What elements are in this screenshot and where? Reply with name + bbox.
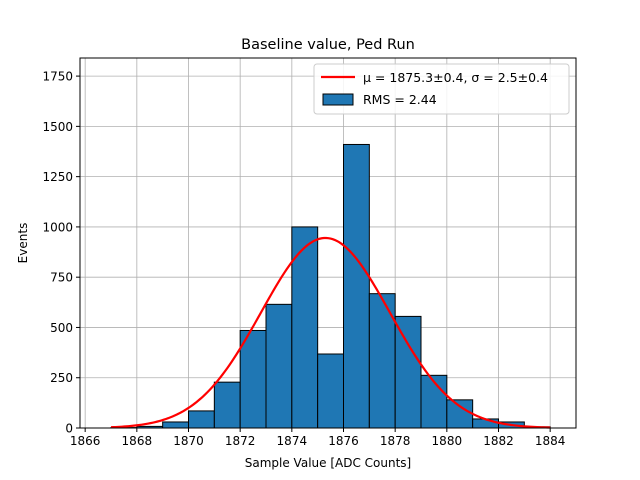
x-tick-label: 1876 xyxy=(328,434,359,448)
y-axis-label: Events xyxy=(16,223,30,264)
histogram-bar xyxy=(162,421,190,429)
y-tick-label: 1000 xyxy=(42,220,73,234)
y-tick-label: 1750 xyxy=(42,70,73,84)
x-tick-label: 1868 xyxy=(122,434,153,448)
y-tick-label: 750 xyxy=(50,271,73,285)
y-tick-label: 250 xyxy=(50,371,73,385)
histogram-bar xyxy=(291,226,319,429)
x-tick-label: 1874 xyxy=(277,434,308,448)
histogram-bar xyxy=(394,315,422,429)
histogram-bars xyxy=(110,143,551,429)
y-axis-ticks: 0 250 500 750 1000 1250 1500 1750 xyxy=(42,70,80,436)
histogram-bar xyxy=(446,399,474,429)
y-tick-label: 1500 xyxy=(42,120,73,134)
legend-hist-swatch xyxy=(322,93,354,106)
legend-fit-label: μ = 1875.3±0.4, σ = 2.5±0.4 xyxy=(363,70,548,85)
gaussian-fit-curve xyxy=(110,236,551,429)
x-tick-label: 1884 xyxy=(535,434,566,448)
x-tick-label: 1878 xyxy=(380,434,411,448)
y-tick-label: 1250 xyxy=(42,170,73,184)
plot-frame xyxy=(79,57,577,429)
x-axis-label: Sample Value [ADC Counts] xyxy=(245,456,411,470)
histogram-bar xyxy=(239,329,267,429)
histogram-bar xyxy=(343,143,370,429)
x-tick-label: 1882 xyxy=(483,434,514,448)
histogram-bar xyxy=(265,303,293,429)
legend-hist-label: RMS = 2.44 xyxy=(363,92,437,107)
x-axis-ticks: 1866 1868 1870 1872 1874 1876 1878 1880 1882 1884 xyxy=(70,428,566,448)
chart-title: Baseline value, Ped Run xyxy=(241,37,415,53)
x-tick-label: 1880 xyxy=(432,434,463,448)
histogram-bar xyxy=(188,410,215,429)
y-tick-label: 0 xyxy=(65,422,73,436)
y-tick-label: 500 xyxy=(50,321,73,335)
histogram-bar xyxy=(317,353,344,429)
x-tick-label: 1872 xyxy=(225,434,256,448)
x-tick-label: 1870 xyxy=(173,434,204,448)
histogram-bar xyxy=(420,374,448,429)
x-tick-label: 1866 xyxy=(70,434,101,448)
histogram-bar xyxy=(213,381,241,429)
legend: μ = 1875.3±0.4, σ = 2.5±0.4 RMS = 2.44 xyxy=(313,63,570,115)
legend-box xyxy=(313,63,570,115)
